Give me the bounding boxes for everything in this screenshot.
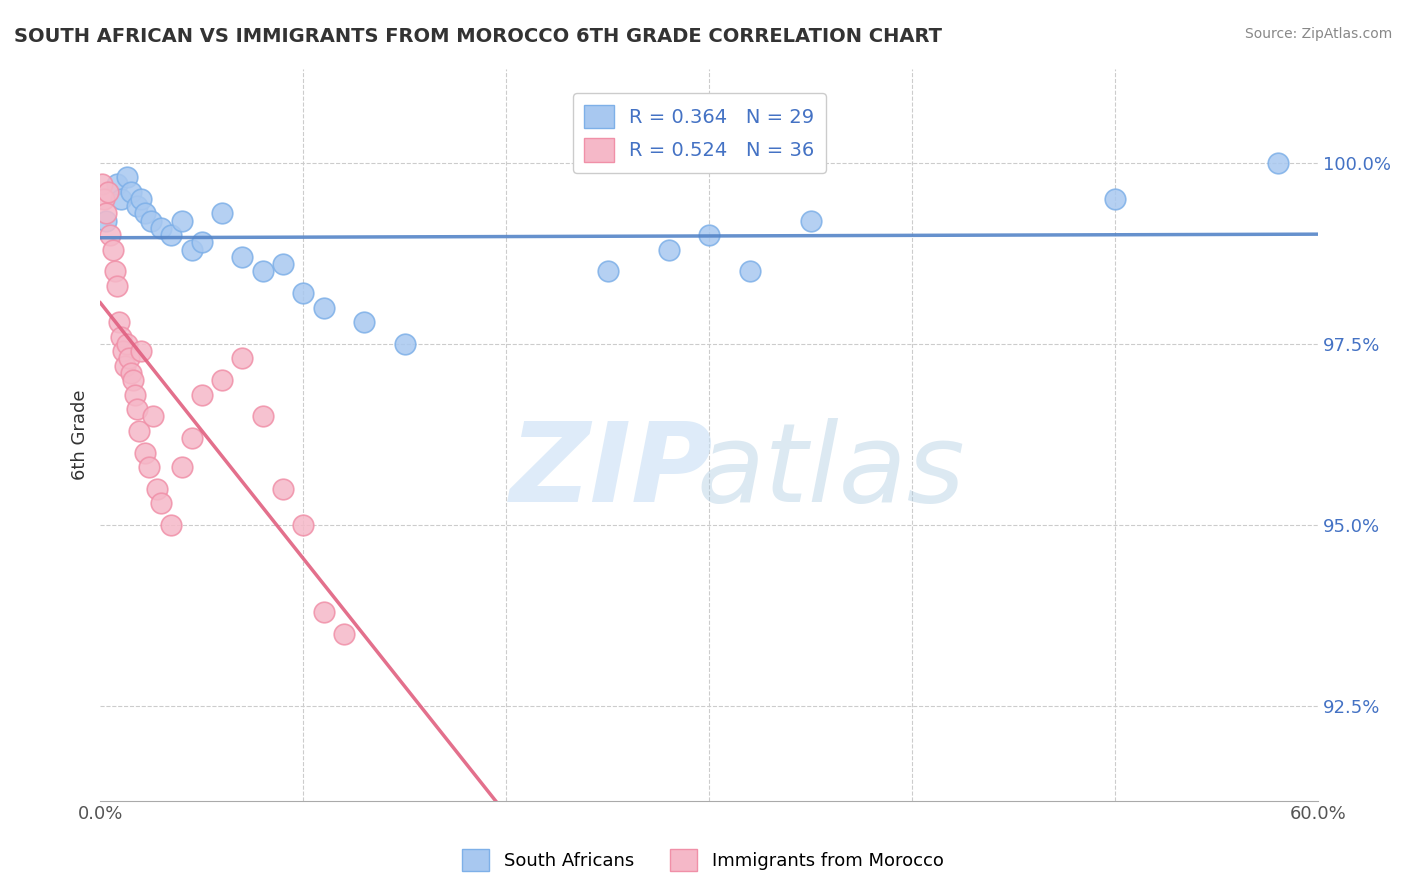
Point — [658, 243, 681, 257]
Point — [292, 518, 315, 533]
Point — [231, 250, 253, 264]
Point — [97, 185, 120, 199]
Point — [103, 264, 125, 278]
Point — [138, 460, 160, 475]
Point — [738, 264, 761, 278]
Point — [596, 264, 619, 278]
Text: ZIP: ZIP — [510, 417, 714, 524]
Point — [96, 206, 118, 220]
Point — [125, 402, 148, 417]
Point — [394, 337, 416, 351]
Point — [111, 344, 134, 359]
Point — [129, 192, 152, 206]
Point — [1104, 192, 1126, 206]
Point — [110, 329, 132, 343]
Point — [180, 243, 202, 257]
Point — [107, 315, 129, 329]
Point — [134, 206, 156, 220]
Point — [1267, 155, 1289, 169]
Point — [353, 315, 375, 329]
Point — [697, 228, 720, 243]
Legend: R = 0.364   N = 29, R = 0.524   N = 36: R = 0.364 N = 29, R = 0.524 N = 36 — [572, 93, 827, 173]
Point — [129, 344, 152, 359]
Point — [271, 257, 294, 271]
Point — [170, 460, 193, 475]
Point — [115, 170, 138, 185]
Point — [252, 264, 274, 278]
Text: atlas: atlas — [697, 417, 966, 524]
Point — [211, 373, 233, 387]
Point — [312, 301, 335, 315]
Point — [110, 192, 132, 206]
Point — [160, 518, 183, 533]
Point — [118, 351, 141, 366]
Point — [121, 373, 143, 387]
Point — [292, 286, 315, 301]
Legend: South Africans, Immigrants from Morocco: South Africans, Immigrants from Morocco — [456, 842, 950, 879]
Point — [124, 387, 146, 401]
Point — [191, 387, 214, 401]
Point — [93, 192, 115, 206]
Point — [120, 366, 142, 380]
Point — [142, 409, 165, 424]
Point — [191, 235, 214, 250]
Point — [800, 213, 823, 227]
Point — [180, 431, 202, 445]
Point — [160, 228, 183, 243]
Point — [105, 178, 128, 192]
Point — [114, 359, 136, 373]
Point — [170, 213, 193, 227]
Point — [271, 482, 294, 496]
Point — [150, 221, 173, 235]
Text: Source: ZipAtlas.com: Source: ZipAtlas.com — [1244, 27, 1392, 41]
Point — [120, 185, 142, 199]
Point — [252, 409, 274, 424]
Point — [105, 279, 128, 293]
Point — [139, 213, 162, 227]
Point — [150, 496, 173, 510]
Point — [101, 243, 124, 257]
Point — [146, 482, 169, 496]
Point — [91, 178, 114, 192]
Point — [125, 199, 148, 213]
Point — [96, 213, 118, 227]
Point — [312, 605, 335, 619]
Point — [211, 206, 233, 220]
Point — [134, 446, 156, 460]
Point — [333, 627, 356, 641]
Point — [128, 424, 150, 438]
Text: SOUTH AFRICAN VS IMMIGRANTS FROM MOROCCO 6TH GRADE CORRELATION CHART: SOUTH AFRICAN VS IMMIGRANTS FROM MOROCCO… — [14, 27, 942, 45]
Point — [231, 351, 253, 366]
Y-axis label: 6th Grade: 6th Grade — [72, 389, 89, 480]
Point — [100, 228, 122, 243]
Point — [115, 337, 138, 351]
